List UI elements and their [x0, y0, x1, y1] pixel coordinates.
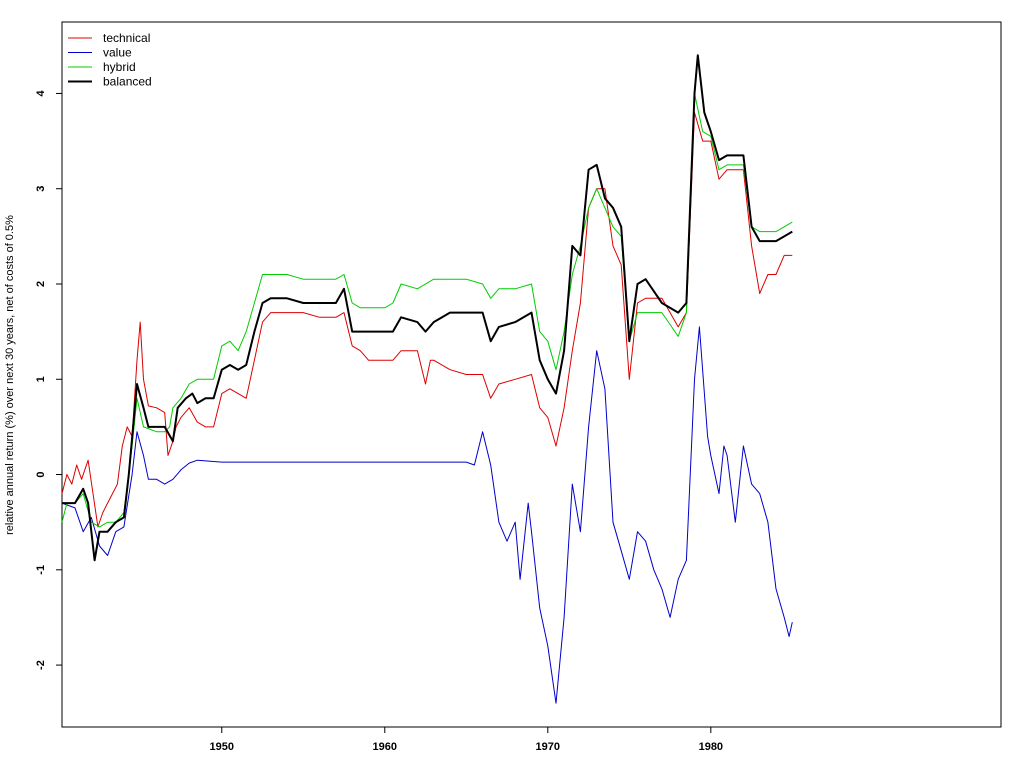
- legend-label-value: value: [103, 46, 132, 60]
- series-line-technical: [61, 112, 793, 528]
- plot-frame: [61, 21, 1002, 728]
- x-tick-label: 1950: [210, 741, 234, 753]
- legend-label-balanced: balanced: [103, 75, 152, 89]
- y-tick-label: 4: [35, 90, 47, 97]
- y-axis: -2 -1 0 1 2 3 4: [35, 90, 62, 670]
- x-axis: 1950 1960 1970 1980: [210, 727, 723, 753]
- x-tick-label: 1980: [699, 741, 723, 753]
- y-tick-label: -2: [35, 660, 47, 670]
- series-lines: [61, 54, 793, 704]
- y-tick-label: 3: [35, 186, 47, 192]
- series-line-value: [61, 326, 793, 704]
- y-tick-label: 0: [35, 471, 47, 477]
- y-axis-title: relative annual return (%) over next 30 …: [4, 215, 16, 535]
- series-line-balanced: [62, 54, 793, 562]
- legend-label-technical: technical: [103, 31, 150, 45]
- legend-label-hybrid: hybrid: [103, 60, 136, 74]
- y-tick-label: 1: [35, 376, 47, 382]
- x-tick-label: 1970: [536, 741, 560, 753]
- y-tick-label: -1: [35, 565, 47, 575]
- series-line-hybrid: [61, 93, 793, 528]
- y-tick-label: 2: [35, 281, 47, 287]
- x-tick-label: 1960: [373, 741, 397, 753]
